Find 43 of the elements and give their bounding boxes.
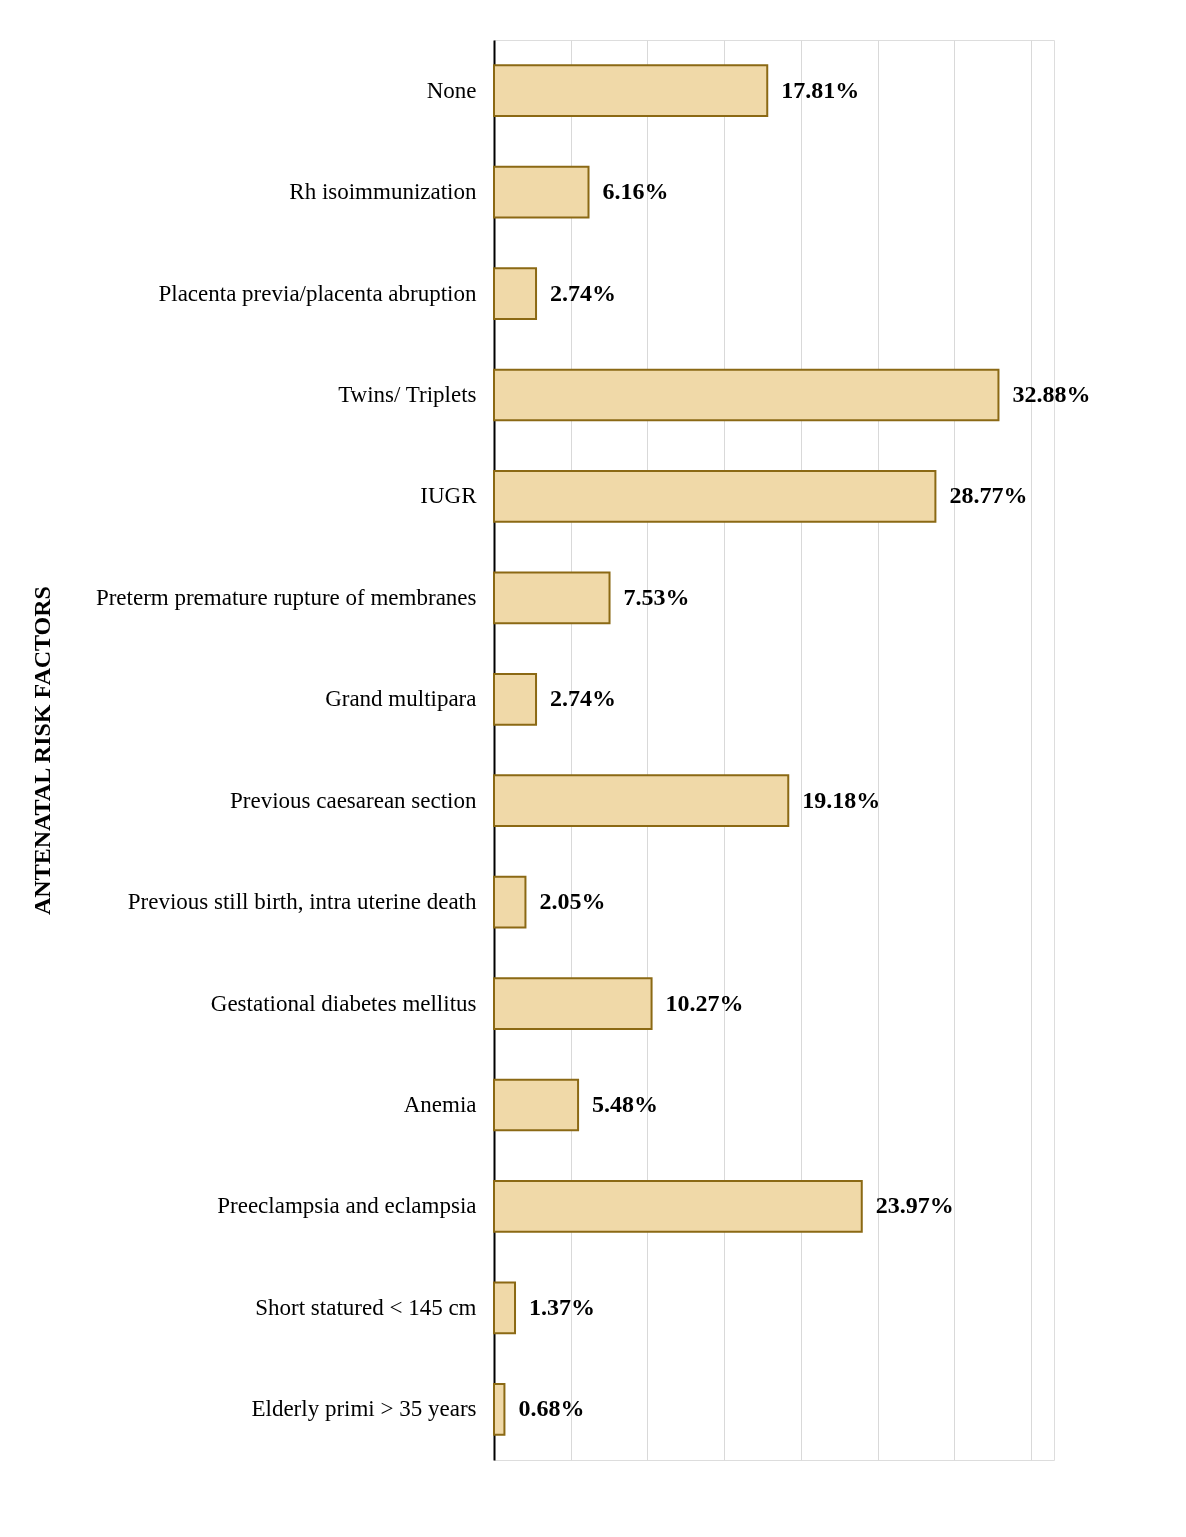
data-label: 19.18% bbox=[802, 786, 881, 813]
bar bbox=[493, 571, 611, 625]
bar bbox=[493, 1382, 506, 1436]
bar bbox=[493, 875, 527, 929]
data-label: 2.74% bbox=[550, 279, 617, 306]
data-label: 32.88% bbox=[1012, 381, 1091, 407]
y-tick-label: Previous caesarean section bbox=[229, 787, 477, 813]
data-label: 1.37% bbox=[529, 1293, 596, 1320]
y-axis-title: ANTENATAL RISK FACTORS bbox=[28, 586, 55, 915]
bar bbox=[493, 267, 538, 320]
data-label: 2.05% bbox=[539, 888, 606, 915]
y-tick-label: Anemia bbox=[403, 1092, 477, 1117]
data-label: 7.53% bbox=[623, 583, 690, 610]
data-label: 23.97% bbox=[875, 1192, 954, 1219]
data-label: 28.77% bbox=[949, 482, 1028, 509]
bar bbox=[493, 672, 538, 726]
bar bbox=[493, 64, 769, 118]
y-tick-label: Elderly primi > 35 years bbox=[251, 1396, 477, 1422]
y-tick-label: Previous still birth, intra uterine death bbox=[127, 889, 477, 915]
y-tick-label: Preeclampsia and eclampsia bbox=[217, 1193, 477, 1219]
y-tick-label: None bbox=[426, 77, 477, 103]
data-label: 17.81% bbox=[781, 76, 860, 103]
bar bbox=[493, 165, 590, 219]
data-label: 0.68% bbox=[518, 1395, 585, 1422]
bar bbox=[493, 1078, 580, 1132]
bar bbox=[493, 368, 1000, 422]
y-tick-label: Preterm premature rupture of membranes bbox=[95, 584, 477, 610]
y-tick-label: Placenta previa/placenta abruption bbox=[158, 280, 477, 306]
data-label: 10.27% bbox=[665, 989, 744, 1016]
y-tick-label: Short statured < 145 cm bbox=[255, 1294, 477, 1320]
y-tick-label: Twins/ Triplets bbox=[338, 382, 477, 407]
y-tick-label: Rh isoimmunization bbox=[289, 179, 477, 205]
data-label: 6.16% bbox=[602, 178, 669, 205]
bar bbox=[493, 1180, 863, 1233]
bar bbox=[493, 774, 790, 828]
y-tick-label: Gestational diabetes mellitus bbox=[210, 990, 477, 1016]
data-label: 5.48% bbox=[592, 1091, 659, 1117]
y-tick-label: Grand multipara bbox=[325, 686, 477, 712]
data-label: 2.74% bbox=[550, 685, 617, 712]
bar bbox=[493, 470, 937, 523]
bar bbox=[493, 977, 653, 1030]
y-tick-label: IUGR bbox=[420, 483, 478, 509]
bar bbox=[493, 1281, 517, 1335]
